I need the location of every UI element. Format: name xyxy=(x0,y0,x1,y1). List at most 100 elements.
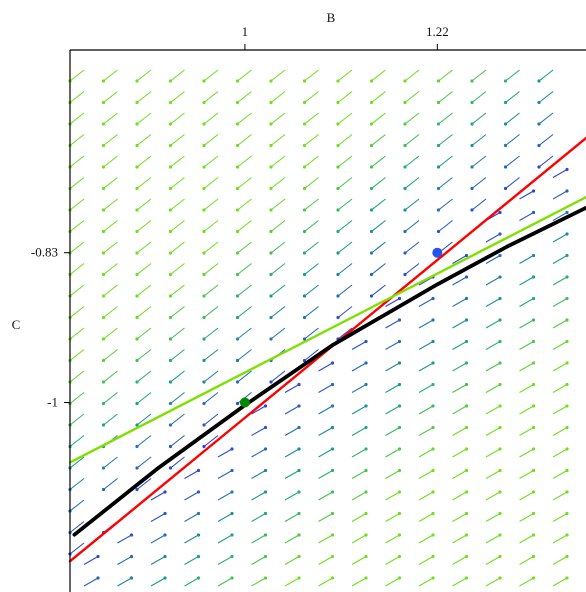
field-arrow xyxy=(336,177,353,191)
field-arrow-shaft xyxy=(251,577,266,587)
field-arrow xyxy=(552,232,569,243)
field-arrow-head xyxy=(537,122,541,126)
field-arrow xyxy=(217,447,234,458)
field-arrow-shaft xyxy=(103,91,118,103)
field-arrow-shaft xyxy=(203,435,219,447)
field-arrow-head xyxy=(163,576,167,580)
field-arrow-shaft xyxy=(552,255,568,264)
field-arrow-head xyxy=(235,337,240,341)
field-arrow-shaft xyxy=(270,327,286,340)
field-arrow-shaft xyxy=(170,177,185,189)
field-arrow xyxy=(135,435,152,449)
field-arrow-shaft xyxy=(117,577,132,587)
field-arrow-shaft xyxy=(69,177,85,189)
field-arrow-shaft xyxy=(519,319,534,329)
field-arrow-head xyxy=(202,100,206,105)
field-arrow-head xyxy=(202,165,206,169)
field-arrow xyxy=(184,554,201,565)
field-arrow-head xyxy=(101,100,106,105)
field-arrow-head xyxy=(129,576,134,580)
field-arrow xyxy=(519,253,536,264)
field-arrow-head xyxy=(565,576,569,580)
field-arrow-shaft xyxy=(552,448,568,458)
field-arrow-head xyxy=(135,315,139,320)
field-arrow xyxy=(552,296,569,307)
field-arrow-head xyxy=(431,404,435,408)
field-arrow-head xyxy=(464,447,469,451)
field-arrow xyxy=(168,435,185,449)
field-arrow-head xyxy=(235,100,240,105)
field-arrow xyxy=(519,210,536,221)
field-arrow xyxy=(485,511,502,522)
field-arrow-shaft xyxy=(251,513,266,522)
field-arrow xyxy=(485,318,502,329)
field-arrow-shaft xyxy=(251,405,266,415)
field-arrow-head xyxy=(269,251,273,255)
field-arrow-shaft xyxy=(136,91,152,103)
x-tick-label-1: 1.22 xyxy=(426,24,449,39)
field-arrow xyxy=(251,576,268,587)
field-arrow-head xyxy=(135,358,139,363)
field-arrow-shaft xyxy=(270,69,286,82)
field-arrow-head xyxy=(364,490,368,494)
field-arrow-head xyxy=(196,468,201,473)
field-arrow-head xyxy=(565,232,569,236)
field-arrow-shaft xyxy=(203,69,219,82)
field-arrow-shaft xyxy=(237,198,252,211)
field-arrow xyxy=(302,220,319,234)
field-arrow-head xyxy=(531,210,536,215)
field-arrow xyxy=(318,576,335,587)
field-arrow-shaft xyxy=(538,69,554,82)
field-arrow-head xyxy=(168,294,173,298)
field-arrow-head xyxy=(369,208,374,212)
field-arrow-head xyxy=(168,358,173,363)
field-arrow-shaft xyxy=(485,298,501,307)
field-arrow-shaft xyxy=(485,319,501,329)
field-arrow-shaft xyxy=(270,91,286,103)
field-arrow-shaft xyxy=(69,392,85,404)
field-arrow-head xyxy=(168,272,173,277)
field-arrow xyxy=(385,318,402,329)
field-arrow xyxy=(101,220,118,234)
field-arrow xyxy=(202,69,219,83)
field-arrow xyxy=(336,306,353,320)
field-arrow-shaft xyxy=(485,341,501,350)
field-arrow-shaft xyxy=(103,413,118,426)
field-arrow-shaft xyxy=(136,284,152,297)
field-arrow-head xyxy=(369,294,374,298)
field-arrow-shaft xyxy=(418,577,434,587)
field-arrow-head xyxy=(235,165,240,169)
field-arrow-shaft xyxy=(385,427,400,436)
field-arrow-head xyxy=(531,468,536,473)
field-arrow xyxy=(418,490,435,501)
field-arrow-head xyxy=(531,490,536,494)
field-arrow-head xyxy=(431,425,435,430)
field-arrow xyxy=(302,349,319,363)
field-arrow-head xyxy=(565,468,569,473)
field-arrow-head xyxy=(302,143,307,148)
field-arrow xyxy=(83,554,100,565)
field-arrow-head xyxy=(297,490,301,494)
field-arrow-shaft xyxy=(270,155,286,168)
field-arrow-shaft xyxy=(184,534,199,544)
field-arrow xyxy=(351,554,368,565)
field-arrow xyxy=(202,284,219,298)
field-arrow xyxy=(385,296,402,307)
field-arrow xyxy=(385,425,402,436)
field-arrow xyxy=(552,490,569,501)
field-arrow-head xyxy=(464,339,469,344)
field-arrow-shaft xyxy=(136,220,152,232)
field-arrow xyxy=(418,361,435,372)
field-arrow-shaft xyxy=(351,341,367,350)
field-arrow xyxy=(351,468,368,479)
field-arrow-head xyxy=(397,382,402,387)
field-arrow-head xyxy=(168,423,173,427)
field-arrow xyxy=(68,370,85,384)
field-arrow-head xyxy=(330,576,335,580)
field-arrow xyxy=(452,361,469,372)
field-arrow-shaft xyxy=(385,577,400,587)
field-arrow-shaft xyxy=(69,198,85,211)
field-arrow xyxy=(150,576,167,587)
field-arrow-head xyxy=(269,186,273,191)
